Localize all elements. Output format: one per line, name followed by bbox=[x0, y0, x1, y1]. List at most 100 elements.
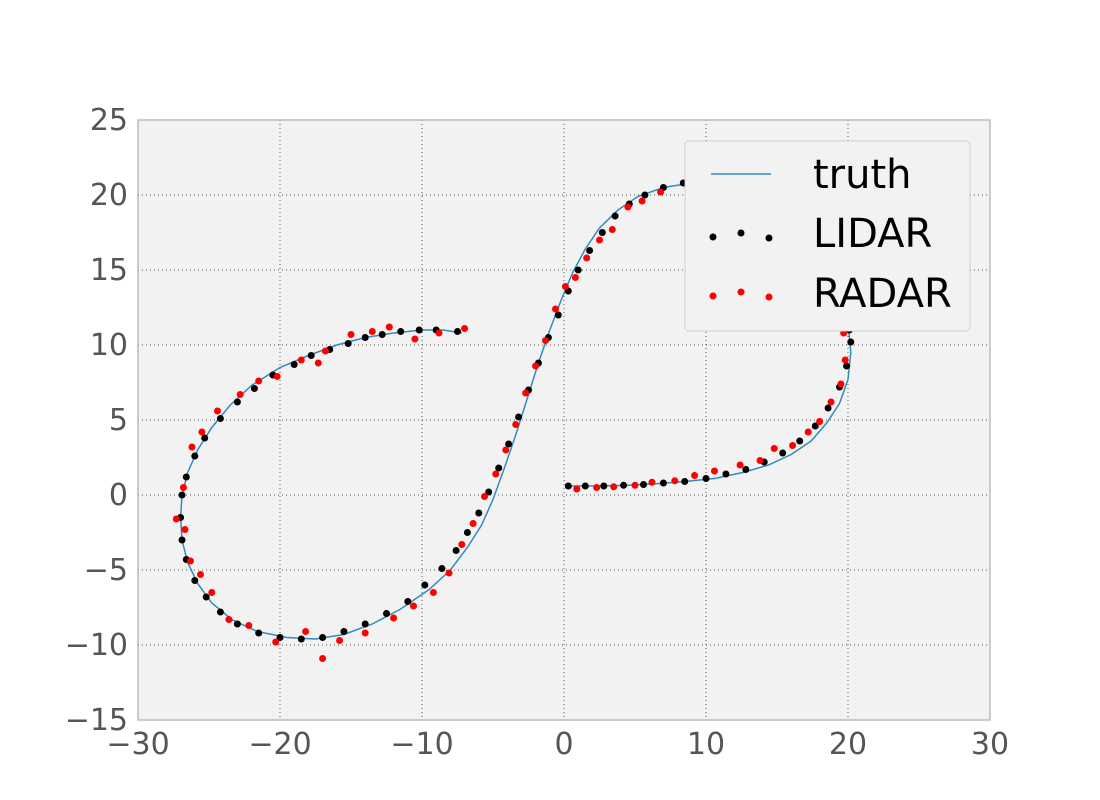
radar-point bbox=[411, 335, 419, 343]
lidar-point bbox=[620, 481, 628, 489]
lidar-point bbox=[586, 247, 594, 254]
x-tick-label: −20 bbox=[248, 727, 311, 762]
y-tick-label: 10 bbox=[90, 328, 128, 363]
radar-point bbox=[571, 274, 579, 281]
radar-point bbox=[255, 377, 263, 385]
x-tick-label: −10 bbox=[390, 727, 453, 762]
radar-point bbox=[188, 443, 196, 451]
radar-point bbox=[368, 328, 376, 335]
y-tick-label: −5 bbox=[84, 553, 128, 588]
lidar-point bbox=[505, 440, 513, 448]
lidar-point bbox=[796, 437, 804, 445]
lidar-point bbox=[681, 478, 689, 485]
lidar-point bbox=[779, 449, 787, 457]
radar-point bbox=[214, 407, 221, 415]
lidar-point bbox=[361, 620, 369, 628]
radar-point bbox=[816, 418, 824, 425]
radar-point bbox=[756, 457, 764, 464]
x-tick-label: 0 bbox=[554, 727, 573, 762]
lidar-point bbox=[202, 593, 210, 601]
radar-point bbox=[631, 481, 639, 489]
radar-point bbox=[648, 478, 656, 486]
radar-point bbox=[272, 638, 280, 646]
lidar-point bbox=[515, 413, 523, 421]
lidar-point bbox=[475, 509, 483, 517]
radar-point bbox=[561, 283, 569, 290]
legend-label-radar: RADAR bbox=[813, 271, 952, 317]
lidar-point bbox=[811, 422, 819, 430]
radar-point bbox=[336, 637, 344, 644]
lidar-point bbox=[421, 581, 429, 589]
radar-point bbox=[522, 389, 530, 397]
y-tick-label: 25 bbox=[90, 103, 128, 138]
radar-point bbox=[297, 356, 305, 364]
legend-box bbox=[684, 140, 971, 332]
radar-point bbox=[610, 483, 618, 491]
radar-point bbox=[532, 362, 540, 370]
lidar-point bbox=[404, 598, 412, 605]
lidar-point bbox=[415, 326, 423, 334]
radar-point bbox=[657, 188, 665, 196]
lidar-point bbox=[191, 577, 199, 584]
radar-point bbox=[187, 557, 194, 565]
radar-point bbox=[458, 541, 466, 548]
legend-marker-lidar bbox=[709, 233, 717, 241]
lidar-point bbox=[641, 191, 649, 199]
lidar-point bbox=[454, 328, 461, 335]
radar-point bbox=[804, 428, 812, 436]
lidar-point bbox=[361, 334, 369, 341]
lidar-point bbox=[344, 340, 352, 347]
x-tick-label: 20 bbox=[829, 727, 867, 762]
radar-point bbox=[512, 421, 520, 428]
series-layer bbox=[172, 179, 855, 662]
lidar-point bbox=[581, 482, 589, 490]
lidar-point bbox=[233, 620, 241, 628]
lidar-point bbox=[742, 466, 750, 473]
lidar-point bbox=[297, 635, 305, 643]
radar-point bbox=[469, 520, 477, 527]
radar-point bbox=[385, 323, 393, 331]
radar-point bbox=[435, 329, 443, 337]
radar-point bbox=[314, 359, 322, 367]
lidar-point bbox=[201, 434, 209, 442]
radar-point bbox=[410, 602, 417, 610]
legend: truth LIDAR RADAR bbox=[684, 140, 971, 332]
radar-point bbox=[502, 446, 510, 454]
radar-point bbox=[172, 515, 180, 523]
radar-point bbox=[208, 589, 216, 596]
legend-marker-radar bbox=[709, 292, 717, 300]
lidar-point bbox=[178, 536, 186, 544]
radar-point bbox=[711, 467, 718, 475]
y-tick-label: −10 bbox=[65, 628, 128, 663]
lidar-point bbox=[554, 311, 562, 319]
legend-marker-radar bbox=[765, 293, 773, 301]
legend-label-lidar: LIDAR bbox=[813, 211, 932, 257]
radar-point bbox=[445, 569, 453, 577]
lidar-point bbox=[485, 488, 493, 496]
radar-point bbox=[225, 616, 233, 623]
legend-marker-lidar bbox=[765, 234, 773, 242]
lidar-point bbox=[564, 482, 572, 490]
radar-point bbox=[552, 305, 559, 313]
y-tick-label: 5 bbox=[109, 403, 128, 438]
radar-point bbox=[638, 197, 646, 205]
radar-point bbox=[179, 484, 187, 491]
lidar-point bbox=[611, 212, 619, 220]
y-tick-label: −15 bbox=[65, 703, 128, 738]
lidar-point bbox=[463, 529, 471, 536]
lidar-point bbox=[233, 398, 241, 406]
y-tick-label: 15 bbox=[90, 253, 128, 288]
x-tick-label: −30 bbox=[106, 727, 169, 762]
legend-marker-lidar bbox=[737, 229, 745, 237]
lidar-point bbox=[276, 634, 284, 641]
lidar-point bbox=[495, 464, 503, 472]
lidar-point bbox=[378, 331, 386, 338]
x-tick-label: 10 bbox=[687, 727, 725, 762]
radar-point bbox=[390, 614, 398, 622]
y-tick-label: 0 bbox=[109, 478, 128, 513]
radar-point bbox=[461, 325, 469, 332]
radar-point bbox=[827, 398, 835, 406]
lidar-point bbox=[216, 415, 224, 422]
radar-point bbox=[245, 622, 253, 629]
